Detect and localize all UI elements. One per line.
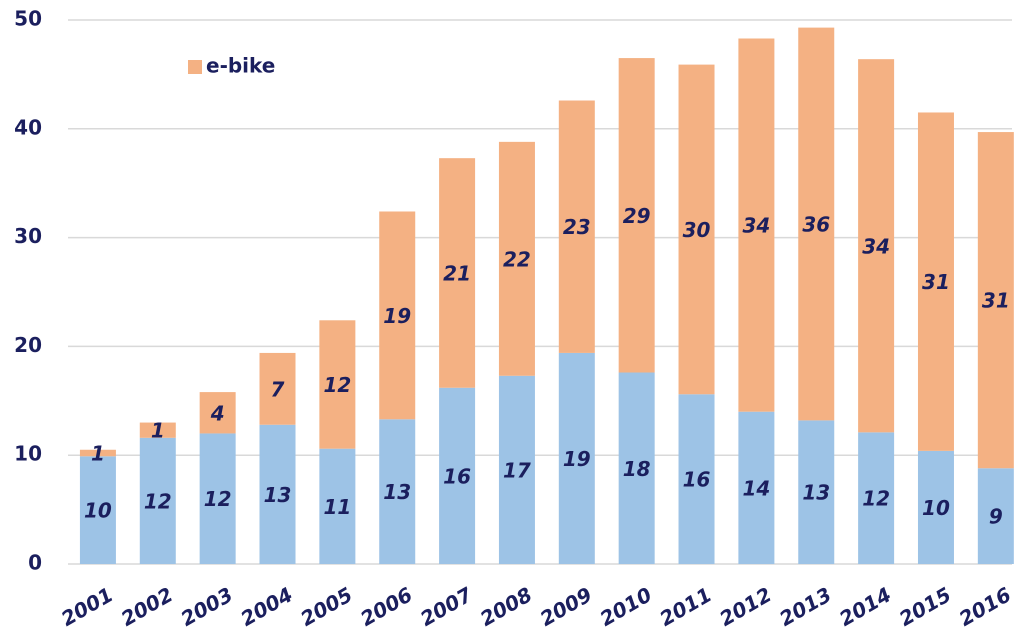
bar-segment xyxy=(439,158,476,388)
data-label: 12 xyxy=(323,373,351,397)
bar-segment xyxy=(678,394,715,564)
data-label: 22 xyxy=(503,247,531,271)
x-tick-label: 2014 xyxy=(835,582,895,631)
data-label: 7 xyxy=(271,377,285,401)
data-label: 14 xyxy=(742,476,770,500)
x-tick-label: 2016 xyxy=(955,582,1015,631)
x-tick-label: 2003 xyxy=(177,582,237,631)
data-label: 13 xyxy=(802,481,830,505)
legend-swatch xyxy=(188,60,202,74)
data-label: 12 xyxy=(204,487,232,511)
bar-segment xyxy=(798,420,835,564)
bar-segment xyxy=(319,448,356,564)
data-label: 18 xyxy=(623,457,651,481)
data-label: 19 xyxy=(383,304,411,328)
data-label: 1 xyxy=(151,419,165,443)
x-tick-label: 2007 xyxy=(416,582,476,631)
bar-segment xyxy=(498,375,535,564)
data-label: 30 xyxy=(683,218,711,242)
data-label: 36 xyxy=(802,213,830,237)
data-label: 12 xyxy=(144,489,172,513)
x-tick-label: 2012 xyxy=(715,582,775,631)
bar-segment xyxy=(977,468,1014,564)
y-tick-label: 0 xyxy=(28,551,42,575)
data-label: 10 xyxy=(84,499,112,523)
bar-segment xyxy=(199,392,236,434)
x-tick-label: 2001 xyxy=(57,582,117,631)
data-label: 23 xyxy=(563,215,591,239)
x-tick-label: 2002 xyxy=(117,582,177,631)
bar-segment xyxy=(498,141,535,376)
data-label: 9 xyxy=(989,505,1003,529)
y-tick-label: 10 xyxy=(14,442,42,466)
data-label: 16 xyxy=(683,468,711,492)
data-label: 13 xyxy=(383,480,411,504)
x-tick-label: 2004 xyxy=(237,582,297,631)
bar-segment xyxy=(439,387,476,564)
bar-segment xyxy=(319,320,356,449)
bar-segment xyxy=(558,352,595,564)
data-label: 29 xyxy=(623,204,651,228)
bar-segment xyxy=(558,100,595,353)
bar-segment xyxy=(917,112,954,451)
data-label: 31 xyxy=(982,289,1010,313)
bar-segment xyxy=(199,433,236,564)
bar-segment xyxy=(259,352,296,425)
data-label: 10 xyxy=(922,496,950,520)
x-tick-label: 2005 xyxy=(296,582,356,631)
data-label: 34 xyxy=(862,234,890,258)
bar-segment xyxy=(618,372,655,564)
data-label: 4 xyxy=(210,401,225,425)
bar-segment xyxy=(79,449,116,457)
bar-segment xyxy=(738,38,775,412)
bar-segment xyxy=(379,211,416,420)
bar-segment xyxy=(79,456,116,564)
bar-segment xyxy=(259,424,296,564)
data-label: 21 xyxy=(443,261,471,285)
data-label: 12 xyxy=(862,487,890,511)
bar-segment xyxy=(139,422,176,438)
bar-segment xyxy=(618,58,655,373)
y-tick-label: 20 xyxy=(14,333,42,357)
bar-segment xyxy=(977,132,1014,469)
data-label: 31 xyxy=(922,270,950,294)
x-tick-label: 2011 xyxy=(656,582,716,631)
x-tick-label: 2013 xyxy=(775,582,835,631)
bar-segment xyxy=(858,432,895,564)
bar-segment xyxy=(139,437,176,564)
bar-segment xyxy=(798,27,835,421)
y-tick-label: 40 xyxy=(14,115,42,139)
x-tick-label: 2008 xyxy=(476,582,536,631)
data-label: 13 xyxy=(264,483,292,507)
data-label: 34 xyxy=(742,214,770,238)
bar-segment xyxy=(379,419,416,564)
data-label: 1 xyxy=(91,442,105,466)
x-tick-label: 2010 xyxy=(596,582,656,631)
bar-segment xyxy=(858,59,895,433)
data-label: 16 xyxy=(443,464,471,488)
bar-segment xyxy=(917,450,954,564)
bar-segment xyxy=(678,64,715,395)
legend-label: e-bike xyxy=(206,54,275,78)
x-tick-label: 2015 xyxy=(895,582,955,631)
x-tick-label: 2009 xyxy=(536,582,596,631)
y-tick-label: 30 xyxy=(14,224,42,248)
y-tick-label: 50 xyxy=(14,7,42,31)
x-tick-label: 2006 xyxy=(356,582,416,631)
bar-segment xyxy=(738,411,775,564)
data-label: 17 xyxy=(503,458,531,482)
data-label: 11 xyxy=(323,495,351,519)
data-label: 19 xyxy=(563,447,591,471)
